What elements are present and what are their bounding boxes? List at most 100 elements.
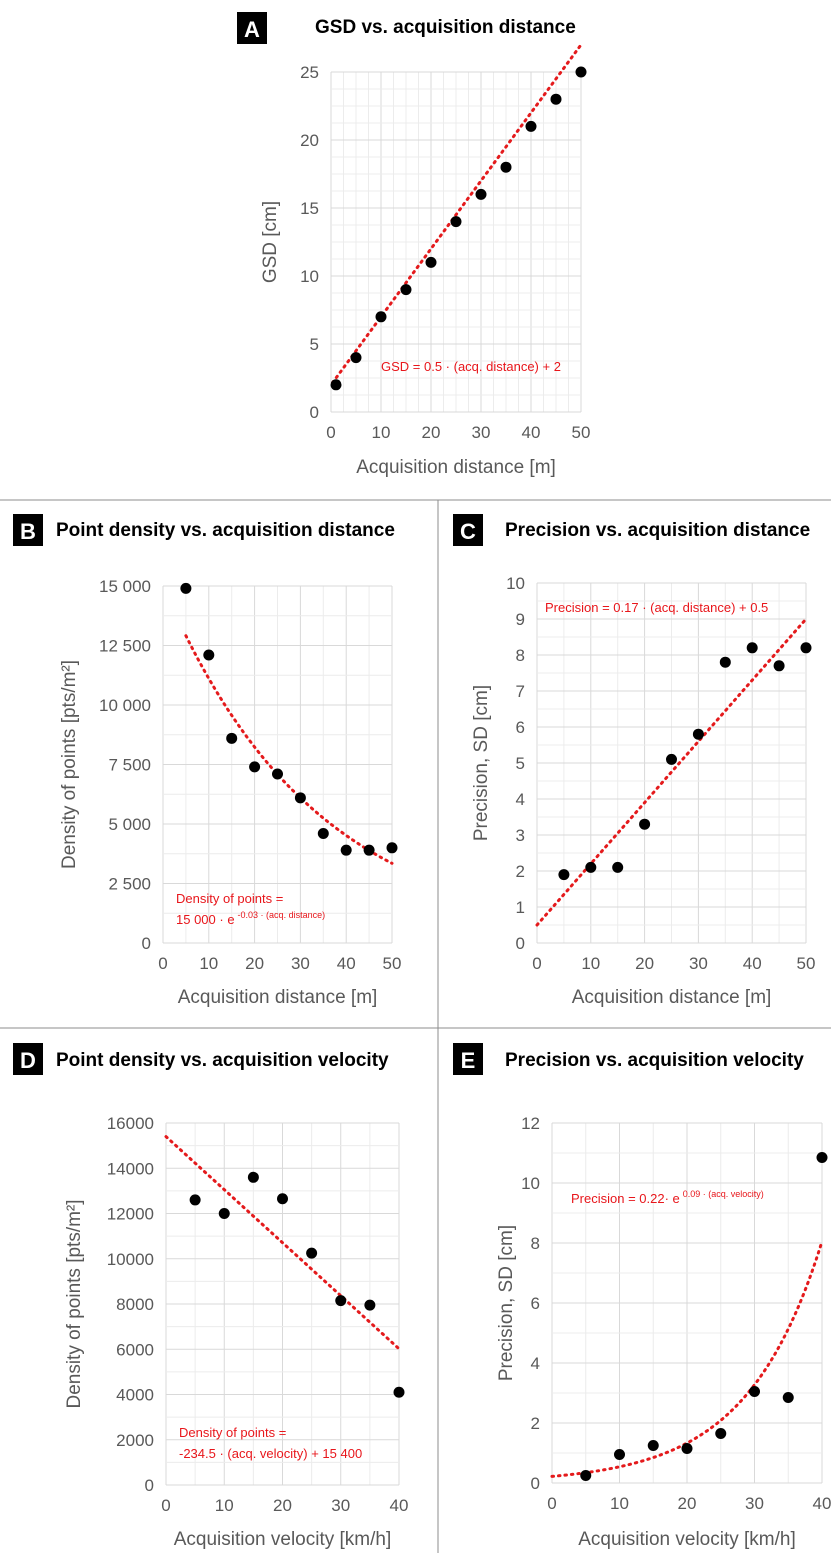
panel-a-gridlines [330, 71, 582, 413]
panel-e-x-tick-label: 30 [745, 1494, 764, 1513]
panel-b-y-tick-label: 10 000 [99, 696, 151, 715]
panel-e-x-axis-label: Acquisition velocity [km/h] [578, 1529, 796, 1550]
panel-c-badge [453, 514, 483, 546]
panel-c-y-tick-label: 1 [516, 898, 525, 917]
panel-b-x-tick-label: 40 [337, 954, 356, 973]
panel-c-data-point [666, 753, 677, 765]
panel-e-equation-base-text: Precision = 0.22· e [571, 1191, 680, 1206]
panel-b-equation-line: Density of points = [176, 891, 283, 906]
panel-e-y-tick-label: 12 [521, 1114, 540, 1133]
panel-d-y-tick-label: 2000 [116, 1431, 154, 1450]
panel-c-y-tick-label: 3 [516, 826, 525, 845]
panel-e-y-tick-label: 6 [531, 1294, 540, 1313]
panel-b-gridlines [162, 585, 393, 944]
panel-b-equation-base: 15 000 · e -0.03 · (acq. distance) [176, 910, 325, 927]
panel-c-data-point [558, 869, 570, 881]
panel-c-data-point [773, 660, 785, 672]
panel-d-x-tick-label: 20 [273, 1496, 292, 1515]
panel-e-y-tick-label: 4 [531, 1354, 540, 1373]
panel-d-y-tick-label: 12000 [107, 1205, 154, 1224]
panel-e-x-tick-label: 0 [547, 1494, 556, 1513]
panel-d-title: Point density vs. acquisition velocity [56, 1050, 389, 1071]
panel-c: 0 10 20 30 40 50 0 1 2 3 4 5 6 7 8 9 10 Acquisition dista… [453, 514, 815, 1008]
panel-a-title: GSD vs. acquisition distance [315, 17, 576, 38]
panel-b-x-tick-label: 0 [158, 954, 167, 973]
panel-a-x-tick-label: 0 [326, 423, 335, 442]
panel-b-y-tick-label: 12 500 [99, 637, 151, 656]
panel-b-y-tick-label: 7 500 [108, 756, 151, 775]
panel-c-data-point [800, 642, 812, 654]
panel-a-y-axis-label: GSD [cm] [260, 201, 281, 283]
panel-e-data-point [816, 1152, 828, 1163]
panel-a-data-point [575, 66, 587, 78]
panel-e-y-tick-label: 2 [531, 1414, 540, 1433]
panel-b-data-point [249, 761, 261, 773]
panel-c-y-tick-label: 9 [516, 610, 525, 629]
panel-e-y-tick-label: 8 [531, 1234, 540, 1253]
panel-a-x-tick-label: 20 [422, 423, 441, 442]
panel-c-gridlines [536, 582, 807, 944]
panel-c-data-point [585, 861, 597, 873]
panel-c-y-tick-label: 7 [516, 682, 525, 701]
panel-b-data-point [340, 844, 352, 856]
panel-e-title: Precision vs. acquisition velocity [505, 1050, 804, 1071]
panel-b-title: Point density vs. acquisition distance [56, 520, 395, 541]
panel-d-data-point [306, 1247, 318, 1259]
panel-e-data-point [715, 1428, 727, 1439]
panel-d-equation-line: -234.5 · (acq. velocity) + 15 400 [179, 1446, 362, 1461]
panel-d-y-tick-label: 0 [145, 1476, 154, 1495]
panel-b-x-tick-label: 10 [199, 954, 218, 973]
panel-a-x-tick-label: 30 [472, 423, 491, 442]
panel-d-y-tick-label: 4000 [116, 1386, 154, 1405]
panel-c-badge-letter: C [460, 519, 476, 544]
panel-c-data-point [692, 728, 704, 740]
panel-e-data-point [647, 1440, 659, 1451]
panel-d-data-point [189, 1194, 201, 1206]
panel-e-data-point [614, 1449, 625, 1460]
panel-c-data-point [746, 642, 758, 654]
panel-d-data-point [277, 1193, 288, 1205]
panel-b-x-tick-label: 30 [291, 954, 310, 973]
panel-b-equation-base-text: 15 000 · e [176, 912, 235, 927]
panel-e-gridlines [551, 1122, 823, 1484]
panel-e-trendline [550, 1239, 824, 1478]
panel-b-y-tick-label: 15 000 [99, 577, 151, 596]
panel-b-badge-letter: B [20, 519, 36, 544]
panel-b-y-axis-label: Density of points [pts/m²] [59, 660, 80, 869]
panel-a-x-tick-label: 10 [372, 423, 391, 442]
panel-d-data-point [393, 1386, 405, 1398]
panel-d-y-axis-label: Density of points [pts/m²] [64, 1199, 85, 1408]
panel-b-y-tick-label: 0 [142, 934, 151, 953]
panel-e-data-point [580, 1470, 592, 1481]
panel-e-x-tick-label: 40 [813, 1494, 831, 1513]
panel-c-x-axis-label: Acquisition distance [m] [572, 987, 772, 1008]
panel-a-x-tick-label: 50 [572, 423, 591, 442]
panel-b-trendline [184, 634, 394, 865]
panel-c-equation-line: Precision = 0.17 · (acq. distance) + 0.5 [545, 600, 768, 615]
panel-b-data-point [226, 732, 238, 744]
panel-c-data-point [639, 818, 651, 830]
panel-d-data-point [218, 1208, 230, 1219]
panel-c-y-tick-label: 5 [516, 754, 525, 773]
panel-a-badge-letter: A [244, 17, 260, 42]
panel-a-data-point [525, 120, 537, 132]
panel-c-data-point [612, 861, 624, 873]
panel-e-y-tick-label: 0 [531, 1474, 540, 1493]
panel-b-data-point [317, 828, 329, 840]
panel-e-y-axis-label: Precision, SD [cm] [496, 1225, 517, 1381]
panel-b-y-tick-label: 5 000 [108, 815, 151, 834]
panel-c-x-tick-label: 50 [797, 954, 816, 973]
panel-b-x-axis-label: Acquisition distance [m] [178, 987, 378, 1008]
panel-c-title: Precision vs. acquisition distance [505, 520, 810, 541]
panel-a-data-point [400, 284, 412, 296]
panel-e-data-point [681, 1443, 693, 1454]
panel-a-y-tick-label: 15 [300, 199, 319, 218]
panel-a: 0 10 20 30 40 50 0 5 10 15 20 25 Acquisition distanc… [237, 12, 590, 478]
panel-d-badge [13, 1043, 43, 1075]
panel-e-badge [453, 1043, 483, 1075]
panel-d-y-tick-label: 10000 [107, 1250, 154, 1269]
panel-c-y-axis-label: Precision, SD [cm] [471, 685, 492, 841]
panel-c-y-tick-label: 6 [516, 718, 525, 737]
panel-a-y-tick-label: 20 [300, 131, 319, 150]
